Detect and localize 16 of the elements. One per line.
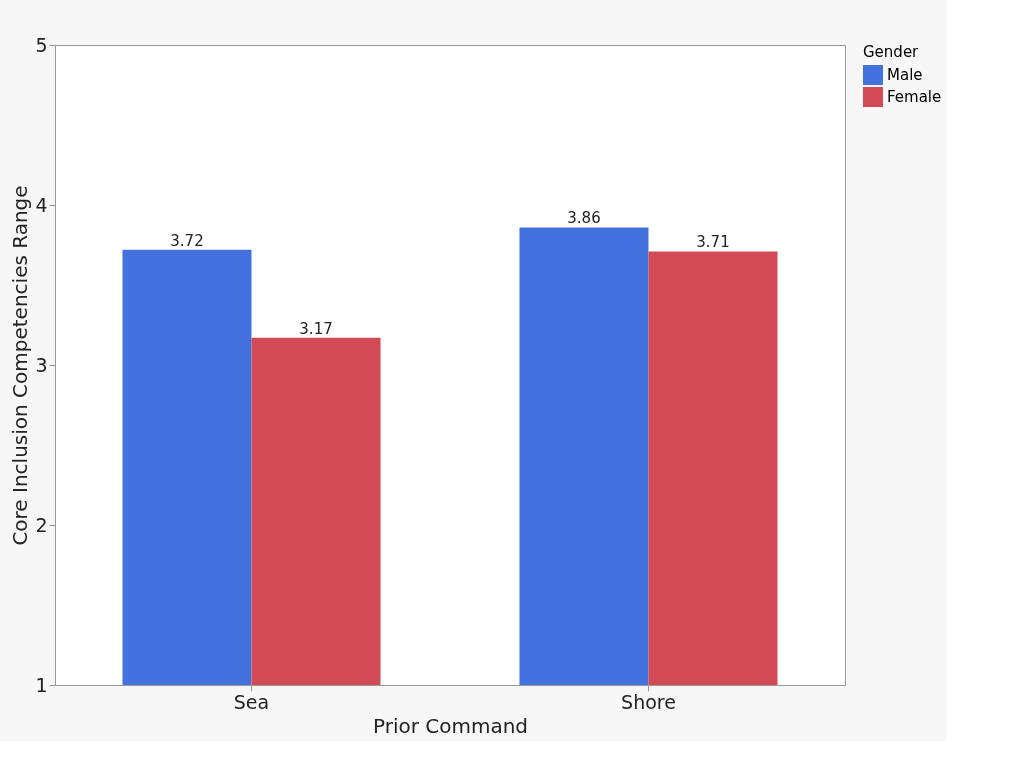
y-tick-label: 4 — [35, 193, 48, 216]
data-label: 3.17 — [299, 319, 333, 338]
y-tick-label: 3 — [35, 353, 48, 376]
legend-label: Male — [887, 66, 923, 84]
data-label: 3.71 — [696, 233, 730, 252]
y-tick-label: 1 — [35, 673, 48, 696]
legend-label: Female — [887, 88, 942, 106]
y-tick-label: 2 — [35, 513, 48, 536]
legend-title: Gender — [863, 43, 920, 61]
x-axis-title: Prior Command — [372, 713, 529, 738]
x-tick-label: Sea — [233, 690, 270, 713]
x-tick-label: Shore — [621, 690, 676, 713]
y-tick-label: 5 — [35, 33, 48, 56]
data-label: 3.72 — [170, 231, 204, 250]
data-label: 3.86 — [567, 209, 601, 228]
y-axis-title: Core Inclusion Competencies Range — [8, 185, 33, 546]
